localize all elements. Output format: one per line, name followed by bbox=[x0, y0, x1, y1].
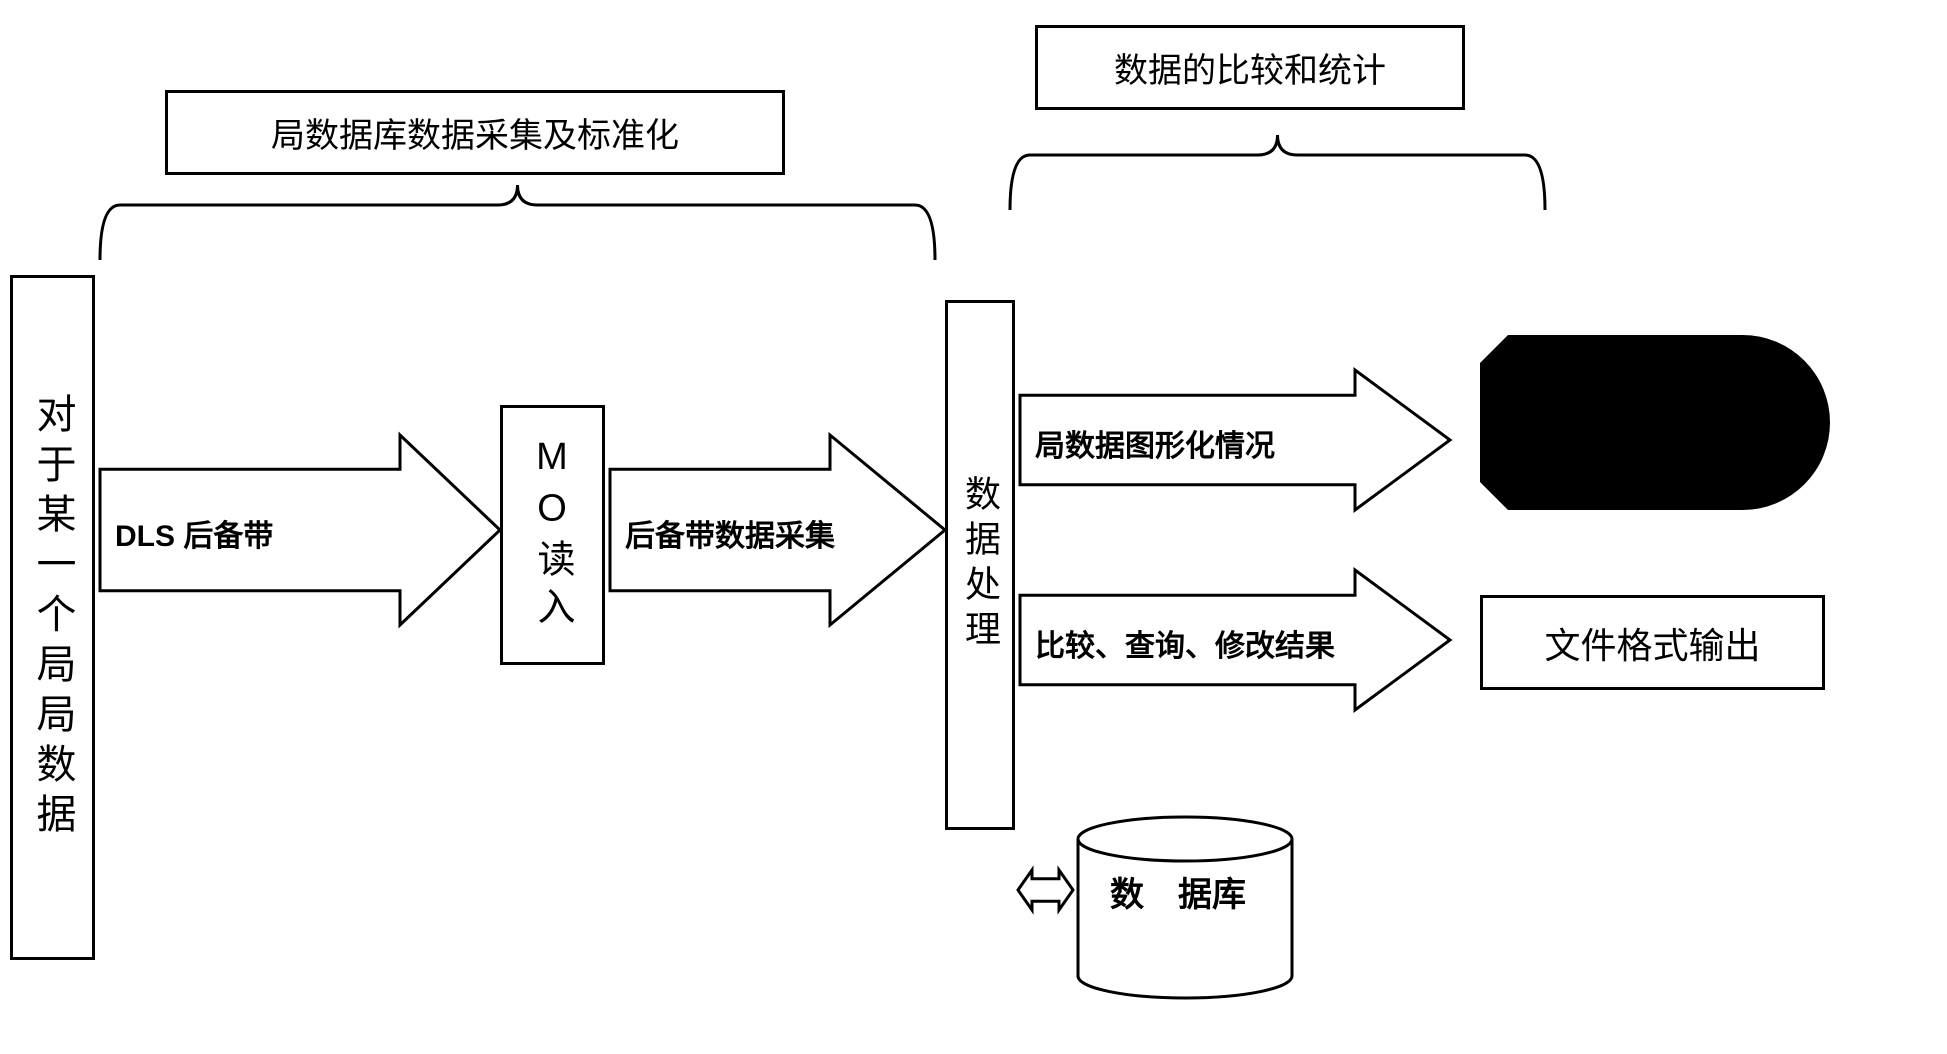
file-output-label: 文件格式输出 bbox=[1544, 617, 1760, 669]
processing-bar: 数据处理 bbox=[945, 300, 1015, 830]
title-left-label: 局数据库数据采集及标准化 bbox=[271, 108, 679, 157]
database-label: 数 据库 bbox=[1110, 870, 1280, 921]
mo-read-label: MO读入 bbox=[525, 436, 580, 634]
arrow-compare-label: 比较、查询、修改结果 bbox=[1035, 621, 1360, 665]
title-box-left: 局数据库数据采集及标准化 bbox=[165, 90, 785, 175]
source-bar: 对于某一个局局数据 bbox=[10, 275, 95, 960]
arrow-graphic-label: 局数据图形化情况 bbox=[1035, 421, 1360, 465]
brace-left bbox=[95, 180, 940, 265]
source-bar-label: 对于某一个局局数据 bbox=[24, 393, 82, 843]
mo-read-box: MO读入 bbox=[500, 405, 605, 665]
arrow-dls-label: DLS 后备带 bbox=[115, 511, 405, 555]
db-double-arrow bbox=[1018, 870, 1073, 910]
title-box-right: 数据的比较和统计 bbox=[1035, 25, 1465, 110]
file-output-box: 文件格式输出 bbox=[1480, 595, 1825, 690]
processing-bar-label: 数据处理 bbox=[954, 475, 1006, 655]
flowchart-stage: 局数据库数据采集及标准化 数据的比较和统计 对于某一个局局数据 MO读入 数据处… bbox=[0, 0, 1947, 1054]
arrow-backup-collect-label: 后备带数据采集 bbox=[625, 511, 835, 555]
brace-right bbox=[1005, 130, 1550, 215]
title-right-label: 数据的比较和统计 bbox=[1114, 43, 1386, 92]
graphic-output-shape bbox=[1480, 335, 1830, 510]
